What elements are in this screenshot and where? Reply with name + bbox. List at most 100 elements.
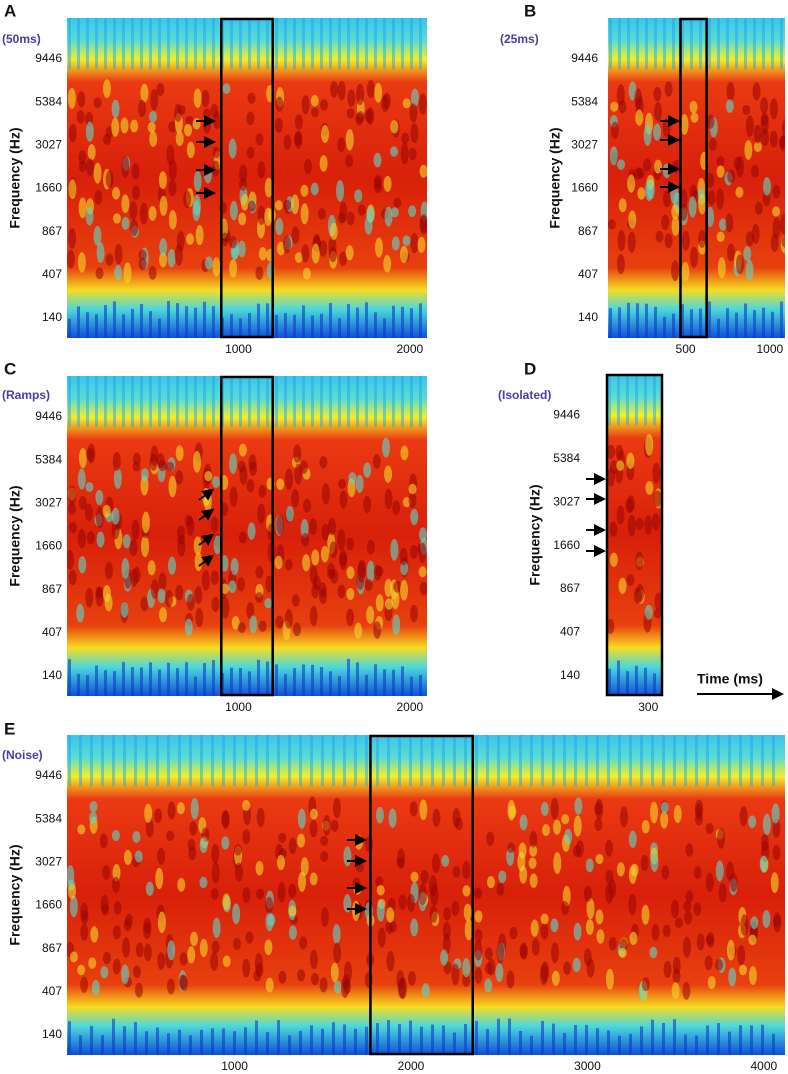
texture-blob xyxy=(410,88,419,107)
texture-blob xyxy=(575,840,584,858)
panel-letter: E xyxy=(4,719,15,738)
texture-blob xyxy=(309,820,318,838)
texture-blob xyxy=(76,603,85,623)
texture-stripe xyxy=(113,18,116,70)
texture-stripe xyxy=(744,18,747,70)
texture-stripe xyxy=(753,310,756,338)
texture-blob xyxy=(418,542,427,563)
texture-stripe xyxy=(266,18,269,70)
y-axis-label: Frequency (Hz) xyxy=(7,127,23,228)
texture-blob xyxy=(748,815,757,829)
texture-stripe xyxy=(383,669,386,696)
texture-stripe xyxy=(374,312,377,338)
texture-blob xyxy=(372,453,381,469)
texture-blob xyxy=(121,155,130,178)
texture-stripe xyxy=(211,1028,214,1055)
texture-blob xyxy=(347,89,356,107)
texture-blob xyxy=(420,869,429,885)
texture-stripe xyxy=(420,735,423,787)
texture-blob xyxy=(275,217,284,236)
y-tick-label: 5384 xyxy=(35,452,62,466)
texture-blob xyxy=(85,207,94,226)
texture-blob xyxy=(166,978,175,995)
texture-blob xyxy=(158,572,167,592)
x-tick-label: 4000 xyxy=(750,1059,777,1073)
texture-stripe xyxy=(695,735,698,787)
texture-blob xyxy=(100,966,109,979)
texture-stripe xyxy=(644,374,647,426)
texture-stripe xyxy=(464,1024,467,1055)
texture-blob xyxy=(67,87,76,109)
y-axis-label: Frequency (Hz) xyxy=(527,484,543,585)
y-tick-label: 5384 xyxy=(35,94,62,108)
texture-blob xyxy=(292,622,301,637)
texture-blob xyxy=(85,121,94,142)
texture-blob xyxy=(561,901,570,916)
texture-stripe xyxy=(410,676,413,696)
texture-stripe xyxy=(508,1018,511,1055)
texture-blob xyxy=(194,586,203,605)
texture-blob xyxy=(194,552,203,572)
texture-blob xyxy=(134,850,143,863)
texture-stripe xyxy=(401,18,404,70)
texture-blob xyxy=(540,802,549,816)
texture-blob xyxy=(112,925,121,940)
texture-stripe xyxy=(735,18,738,70)
texture-blob xyxy=(176,802,185,815)
texture-stripe xyxy=(113,376,116,428)
texture-stripe xyxy=(387,1019,390,1055)
texture-blob xyxy=(246,478,255,493)
texture-stripe xyxy=(277,1020,280,1055)
texture-stripe xyxy=(86,312,89,338)
texture-blob xyxy=(762,177,771,196)
texture-blob xyxy=(212,146,221,159)
texture-stripe xyxy=(626,671,629,696)
texture-blob xyxy=(704,955,713,971)
texture-stripe xyxy=(695,1035,698,1055)
texture-blob xyxy=(357,561,366,583)
texture-blob xyxy=(641,977,650,992)
texture-blob xyxy=(417,236,426,253)
texture-blob xyxy=(698,230,707,248)
texture-blob xyxy=(147,121,156,133)
texture-blob xyxy=(346,587,355,601)
texture-blob xyxy=(751,223,760,244)
texture-blob xyxy=(443,907,452,921)
texture-blob xyxy=(608,879,617,899)
texture-stripe xyxy=(167,1033,170,1055)
texture-blob xyxy=(320,907,329,927)
texture-stripe xyxy=(248,313,251,338)
texture-blob xyxy=(495,963,504,983)
texture-stripe xyxy=(343,735,346,787)
texture-blob xyxy=(363,495,372,513)
texture-stripe xyxy=(156,735,159,787)
texture-blob xyxy=(124,914,133,927)
x-tick-label: 3000 xyxy=(574,1059,601,1073)
texture-blob xyxy=(725,213,734,233)
texture-stripe xyxy=(365,302,368,338)
texture-blob xyxy=(139,202,148,225)
texture-stripe xyxy=(277,735,280,787)
texture-blob xyxy=(300,203,309,225)
texture-blob xyxy=(398,894,407,910)
texture-blob xyxy=(654,159,663,174)
texture-blob xyxy=(159,252,168,268)
texture-blob xyxy=(343,894,352,913)
texture-blob xyxy=(330,819,339,832)
texture-stripe xyxy=(365,376,368,428)
texture-blob xyxy=(294,114,303,130)
texture-blob xyxy=(95,586,104,607)
texture-stripe xyxy=(167,18,170,70)
texture-blob xyxy=(80,976,89,993)
texture-stripe xyxy=(644,667,647,696)
texture-blob xyxy=(112,213,121,224)
texture-blob xyxy=(129,201,138,221)
texture-blob xyxy=(618,198,627,213)
texture-stripe xyxy=(486,1029,489,1055)
texture-blob xyxy=(773,915,782,928)
texture-blob xyxy=(189,931,198,947)
texture-blob xyxy=(346,211,355,226)
texture-blob xyxy=(77,964,86,976)
texture-stripe xyxy=(158,669,161,696)
texture-stripe xyxy=(176,376,179,428)
